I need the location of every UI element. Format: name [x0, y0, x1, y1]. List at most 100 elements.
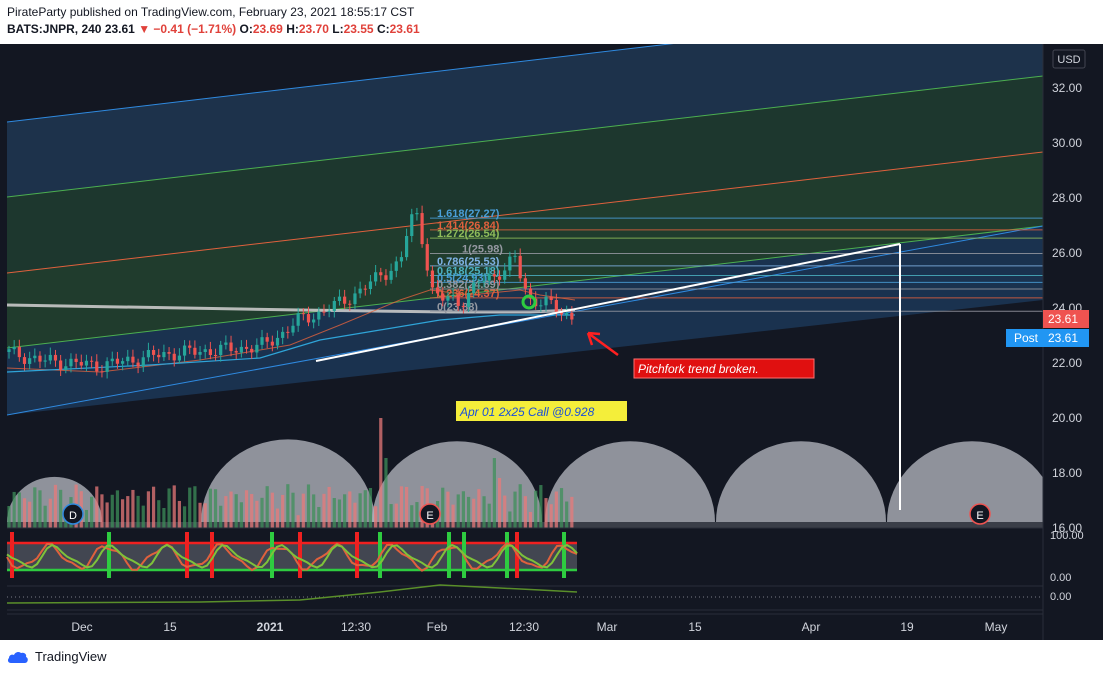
svg-text:USD: USD — [1057, 54, 1080, 66]
candle-body — [379, 272, 383, 276]
volume-bar — [322, 493, 326, 528]
pitchfork-line-top — [7, 44, 674, 123]
volume-bar — [482, 496, 486, 528]
signal-circle — [521, 294, 537, 310]
volume-bar — [224, 496, 228, 528]
annotation-call-option[interactable]: Apr 01 2x25 Call @0.928 — [456, 401, 627, 421]
earnings-marker-d[interactable]: D — [62, 503, 84, 525]
candle-body — [74, 358, 78, 362]
volume-bar — [312, 494, 316, 528]
pitchfork-band-upper — [7, 76, 1043, 273]
volume-bar — [203, 503, 207, 528]
chart-canvas[interactable]: 1.618(27.27)1.414(26.84)1.272(26.54) 1(25… — [0, 44, 1103, 640]
low-label: L: — [332, 22, 344, 36]
fib-level-label: 1.618(27.27) — [437, 208, 500, 220]
volume-bar — [477, 489, 481, 528]
volume-bar — [281, 494, 285, 528]
volume-bar — [229, 491, 233, 528]
volume-bar — [188, 487, 192, 528]
annotation-pitchfork-broken[interactable]: Pitchfork trend broken. — [586, 331, 815, 379]
candle-body — [219, 344, 223, 356]
candle-body — [518, 255, 522, 279]
candle-body — [348, 303, 352, 305]
earnings-marker-e1[interactable]: E — [419, 503, 441, 525]
candle-body — [523, 278, 527, 289]
svg-text:Pitchfork trend broken.: Pitchfork trend broken. — [638, 362, 759, 376]
pitchfork-band-top — [7, 44, 1043, 197]
price-tick: 26.00 — [1052, 246, 1082, 260]
price-tick: 18.00 — [1052, 466, 1082, 480]
volume-bar — [384, 458, 388, 528]
svg-text:Apr 01 2x25 Call @0.928: Apr 01 2x25 Call @0.928 — [459, 405, 595, 419]
volume-bar — [219, 505, 223, 528]
svg-text:23.61: 23.61 — [1048, 331, 1078, 345]
earnings-marker-e2[interactable]: E — [969, 503, 991, 525]
candle-body — [301, 313, 305, 315]
oscillator-signal-bar — [185, 532, 189, 578]
volume-bar — [141, 505, 145, 528]
candle-body — [188, 345, 192, 348]
oscillator-signal-bar — [210, 532, 214, 578]
volume-bar — [565, 501, 569, 528]
volume-bar — [394, 503, 398, 528]
volume-bar — [100, 494, 104, 528]
candle-body — [472, 282, 476, 294]
candle-body — [327, 310, 331, 312]
volume-bar — [461, 491, 465, 528]
candle-body — [487, 274, 491, 281]
high-value: 23.70 — [298, 22, 329, 36]
time-axis[interactable]: Dec 15 2021 12:30 Feb 12:30 Mar 15 Apr 19 May — [71, 620, 1007, 634]
candle-body — [570, 312, 574, 320]
volume-bar — [48, 498, 52, 528]
candle-body — [198, 351, 202, 355]
candle-body — [415, 213, 419, 215]
oscillator-tick-100: 100.00 — [1050, 530, 1084, 542]
candle-body — [28, 358, 32, 364]
svg-text:E: E — [976, 510, 983, 522]
volume-bar — [105, 502, 109, 528]
candle-body — [146, 349, 151, 358]
time-tick: 19 — [900, 620, 914, 634]
volume-bar — [167, 488, 171, 528]
pitchfork-line-upper — [7, 75, 1043, 198]
symbol-ohlc-line: BATS:JNPR, 240 23.61 ▼ −0.41 (−1.71%) O:… — [7, 22, 420, 36]
candle-body — [244, 346, 249, 349]
volume-bar — [332, 498, 336, 528]
candle-body — [306, 314, 311, 323]
currency-badge[interactable]: USD — [1052, 49, 1086, 69]
oscillator-signal-bar — [447, 532, 451, 578]
moving-average-blue — [7, 314, 575, 373]
volume-bar — [151, 486, 156, 528]
volume-bar — [172, 485, 176, 528]
time-tick: Feb — [427, 620, 448, 634]
volume-bar — [513, 491, 517, 528]
candle-body — [389, 270, 393, 280]
price-change: ▼ −0.41 (−1.71%) — [138, 22, 237, 36]
candle-body — [363, 288, 367, 290]
candle-body — [368, 281, 373, 290]
candle-body — [7, 349, 11, 352]
open-label: O: — [239, 22, 253, 36]
trendline-white — [315, 243, 901, 362]
candle-body — [43, 360, 47, 362]
volume-bar — [389, 504, 393, 528]
last-price-label: 23.61 — [1043, 310, 1089, 328]
volume-bar — [193, 486, 197, 528]
volume-bar — [497, 478, 502, 528]
candle-body — [255, 344, 259, 353]
oscillator-signal-bar — [107, 532, 111, 578]
volume-bar — [291, 492, 295, 528]
volume-bar — [508, 511, 512, 528]
volume-bar — [539, 485, 543, 528]
oscillator-signal-bar — [298, 532, 302, 578]
volume-bar — [250, 494, 254, 528]
candle-body — [64, 366, 68, 370]
volume-bar — [306, 484, 311, 528]
volume-bar — [22, 498, 27, 528]
low-value: 23.55 — [343, 22, 374, 36]
candle-body — [224, 342, 228, 345]
publish-info: PirateParty published on TradingView.com… — [7, 5, 415, 19]
volume-bar — [570, 496, 574, 528]
volume-profile-dome — [545, 441, 715, 522]
tradingview-logo[interactable]: TradingView — [7, 649, 107, 664]
